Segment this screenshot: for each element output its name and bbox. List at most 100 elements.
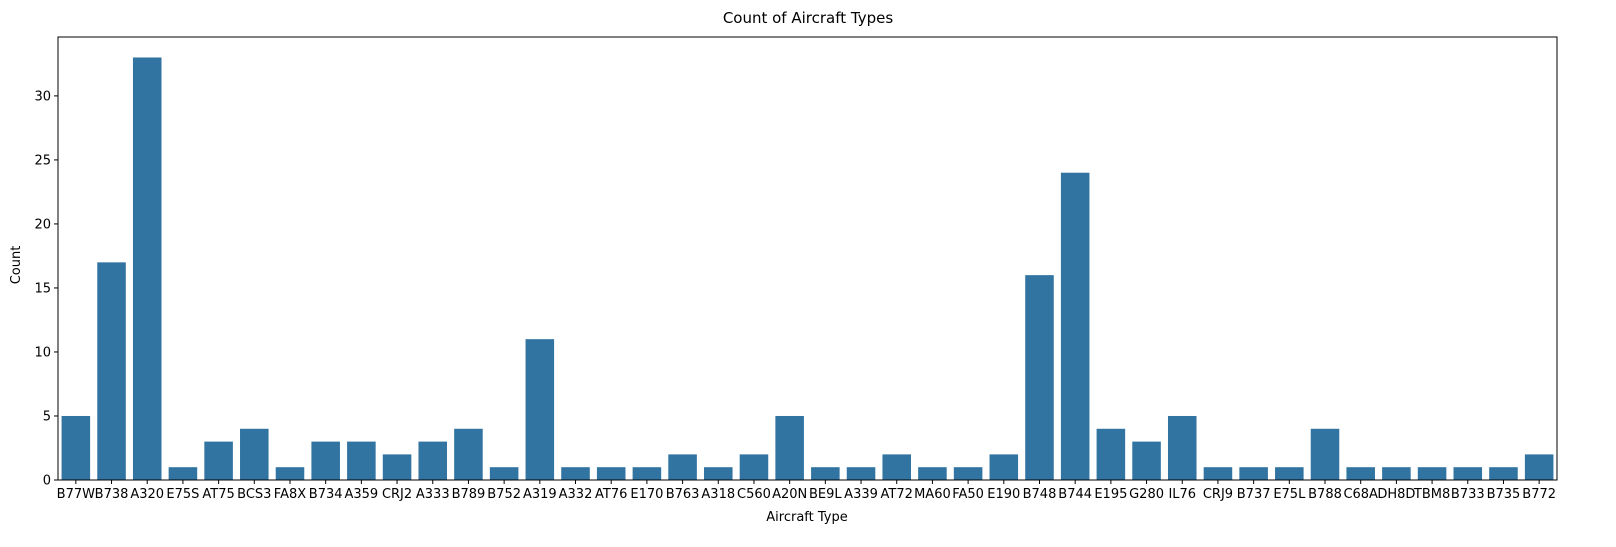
bar-b734	[311, 441, 340, 480]
x-tick-label: AT76	[595, 487, 627, 502]
bar-b735	[1489, 467, 1518, 480]
x-tick-label: CRJ9	[1203, 487, 1233, 502]
bar-e75s	[168, 467, 198, 480]
x-tick-label: CRJ2	[382, 487, 412, 502]
bar-bcs3	[240, 428, 269, 480]
bar-b772	[1524, 454, 1554, 480]
y-tick-label: 15	[34, 281, 51, 296]
x-tick-label: BCS3	[237, 487, 271, 502]
y-tick-label: 10	[34, 345, 51, 360]
x-tick-label: B772	[1522, 487, 1556, 502]
x-tick-label: FA50	[952, 487, 984, 502]
x-tick-label: C560	[737, 487, 771, 502]
x-tick-label: IL76	[1168, 487, 1196, 502]
y-tick-label: 0	[43, 474, 51, 489]
bar-b733	[1453, 467, 1483, 480]
bar-b738	[97, 262, 126, 480]
bar-b77w	[61, 415, 91, 480]
bar-b748	[1025, 275, 1054, 480]
bar-a339	[846, 467, 876, 480]
bar-e75l	[1275, 467, 1304, 480]
bar-b737	[1239, 467, 1268, 480]
x-axis-label: Aircraft Type	[766, 510, 847, 525]
bar-a333	[418, 441, 448, 480]
plot-border	[57, 36, 1558, 481]
y-axis-label: Count	[9, 246, 24, 285]
x-tick-label: A20N	[772, 487, 807, 502]
x-tick-label: E195	[1094, 487, 1127, 502]
x-tick-label: G280	[1129, 487, 1164, 502]
x-tick-label: B77W	[57, 487, 95, 502]
bar-tbm8	[1417, 467, 1447, 480]
x-tick-label: B763	[666, 487, 700, 502]
x-tick-label: A318	[701, 487, 735, 502]
bar-a318	[703, 467, 733, 480]
x-tick-label: FA8X	[274, 487, 306, 502]
plot-frame	[57, 36, 1558, 481]
x-tick-label: B744	[1058, 487, 1092, 502]
bar-a359	[347, 441, 376, 480]
x-tick-label: E190	[987, 487, 1020, 502]
bar-e195	[1096, 428, 1126, 480]
bar-c68a	[1346, 467, 1375, 480]
x-tick-label: AT72	[881, 487, 913, 502]
x-tick-label: A333	[416, 487, 450, 502]
x-tick-label: MA60	[914, 487, 951, 502]
x-tick-label: TBM8	[1413, 487, 1450, 502]
bar-b752	[489, 467, 519, 480]
x-tick-label: B734	[309, 487, 343, 502]
bar-crj2	[382, 454, 412, 480]
bar-fa50	[953, 467, 983, 480]
bar-ma60	[918, 467, 947, 480]
y-tick-label: 25	[34, 153, 51, 168]
x-tick-label: A359	[345, 487, 379, 502]
x-tick-label: B788	[1308, 487, 1342, 502]
bar-e190	[989, 454, 1019, 480]
y-tick-label: 30	[34, 89, 51, 104]
x-tick-label: A339	[844, 487, 878, 502]
x-tick-label: B738	[95, 487, 129, 502]
bar-e170	[632, 467, 662, 480]
bar-a20n	[775, 415, 804, 480]
bar-il76	[1167, 415, 1197, 480]
x-tick-label: E170	[630, 487, 663, 502]
x-tick-label: B737	[1237, 487, 1271, 502]
x-axis-ticks: B77W B738 A320 E75S AT75 BCS3 FA8X B734 A359 CRJ2…	[57, 480, 1556, 502]
bar-at72	[882, 454, 912, 480]
bar-crj9	[1203, 467, 1233, 480]
bar-g280	[1132, 441, 1161, 480]
bar-at76	[596, 467, 626, 480]
bar-b744	[1060, 172, 1090, 480]
x-tick-label: C68A	[1343, 487, 1378, 502]
x-tick-label: B735	[1487, 487, 1521, 502]
chart-title: Count of Aircraft Types	[723, 9, 894, 27]
y-axis-ticks: 0 5 10 15 20 25 30	[34, 89, 58, 489]
x-tick-label: DH8D	[1377, 487, 1415, 502]
bar-a332	[561, 467, 590, 480]
x-tick-label: E75S	[166, 487, 199, 502]
x-tick-label: A319	[523, 487, 557, 502]
bar-b763	[668, 454, 697, 480]
y-tick-label: 20	[34, 217, 51, 232]
bar-fa8x	[275, 467, 305, 480]
bar-a320	[132, 57, 162, 481]
bar-a319	[525, 339, 555, 480]
x-tick-label: B789	[452, 487, 486, 502]
bar-at75	[204, 441, 233, 480]
bar-c560	[739, 454, 769, 480]
x-tick-label: B733	[1451, 487, 1485, 502]
bar-dh8d	[1382, 467, 1411, 480]
x-tick-label: B752	[487, 487, 521, 502]
bars-group	[61, 57, 1554, 481]
x-tick-label: A320	[130, 487, 164, 502]
bar-b789	[454, 428, 483, 480]
x-tick-label: AT75	[202, 487, 234, 502]
x-tick-label: E75L	[1273, 487, 1306, 502]
x-tick-label: B748	[1023, 487, 1057, 502]
y-tick-label: 5	[43, 409, 51, 424]
bar-b788	[1310, 428, 1340, 480]
x-tick-label: A332	[559, 487, 593, 502]
x-tick-label: BE9L	[809, 487, 842, 502]
bar-be9l	[811, 467, 840, 480]
